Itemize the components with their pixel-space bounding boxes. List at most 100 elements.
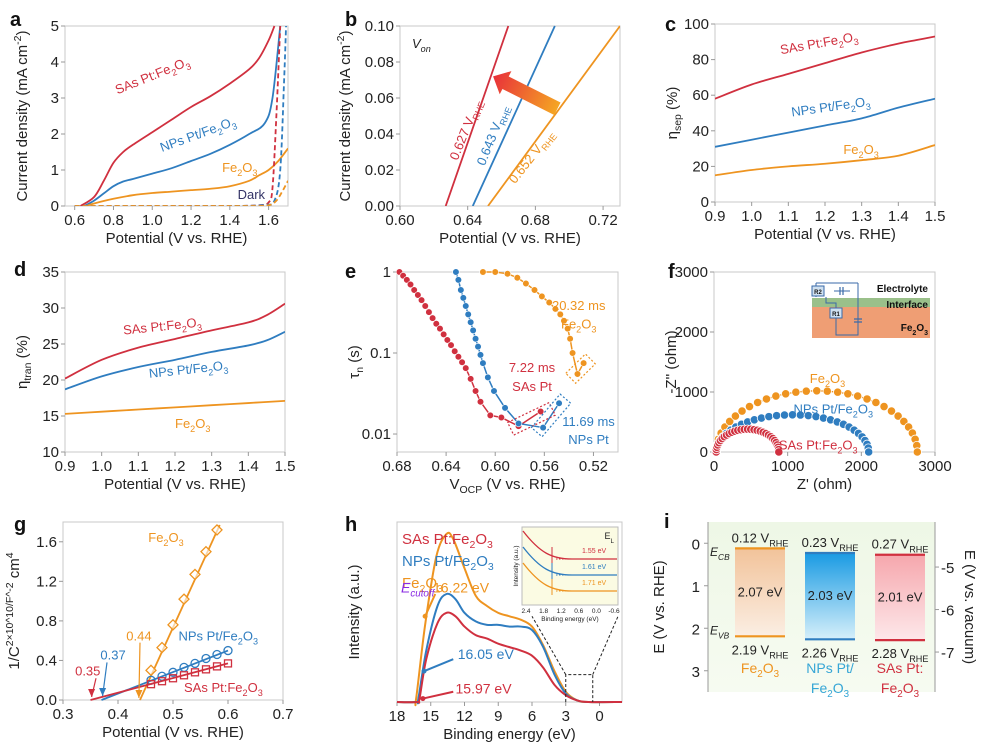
cb-value: 0.23 VRHE — [802, 535, 859, 553]
inset-x-tick: -0.6 — [608, 608, 620, 615]
y-tick-label: 0.4 — [36, 652, 57, 669]
x-tick-label: 0.8 — [103, 212, 124, 229]
x-tick-label: 0.5 — [163, 706, 184, 723]
y-tick-label: 1 — [51, 162, 59, 179]
x-tick-label: 0.6 — [218, 706, 239, 723]
text-span: 2 — [238, 637, 243, 647]
data-point — [497, 413, 505, 422]
data-point — [432, 320, 440, 328]
text-span: n — [354, 367, 366, 373]
y-tick-label: 20 — [42, 372, 59, 389]
x-tick-label: 0.64 — [453, 212, 482, 229]
text-span: 3 — [914, 689, 920, 700]
data-point — [725, 416, 735, 426]
text-span: η — [14, 381, 31, 389]
panel-label-f: f — [668, 261, 675, 283]
series-label: SAs Pt:Fe2O3 — [779, 438, 858, 456]
y-tick-label: 3 — [692, 664, 700, 681]
text-span: 0.44 — [126, 629, 151, 644]
text-span: NPs Pt/Fe — [794, 402, 853, 417]
series-label: Dark — [238, 187, 266, 202]
arrow-head-icon — [99, 688, 107, 697]
text-span: 0.12 V — [732, 530, 770, 545]
y-tick-label: 2000 — [675, 324, 708, 341]
data-point — [539, 424, 547, 432]
text-span: RHE — [839, 543, 858, 553]
vb-value: 2.26 VRHE — [802, 645, 859, 663]
text-span: O — [858, 402, 868, 417]
text-span: RHE — [540, 131, 560, 152]
inset-title: EL — [604, 531, 614, 545]
text-span: SAs Pt: — [877, 660, 924, 676]
y-axis-right-label: E (V vs. vacuum) — [961, 550, 978, 664]
evb-label: EVB — [710, 624, 730, 641]
series-line-fe2o3 — [65, 399, 285, 415]
inset-x-label: Binding energy (eV) — [541, 616, 598, 623]
data-point — [556, 310, 564, 318]
y-tick-label: 0 — [701, 194, 709, 211]
data-point — [791, 387, 801, 397]
data-point — [514, 419, 523, 428]
series-label: SAs Pt:Fe2O3 — [184, 680, 263, 698]
series-line-sas-pt-fe2o3 — [80, 25, 276, 206]
text-span: Fe — [561, 317, 576, 332]
y-axis-label: 1/C2×10^10/F^-2 cm4 — [4, 552, 23, 669]
x-tick-label: 15 — [422, 708, 439, 725]
x-tick-label: 0.68 — [521, 212, 550, 229]
inset-y-label: Intensity (a.u.) — [513, 545, 520, 586]
y-tick-label: 1 — [383, 264, 391, 281]
y-tick-label: 1 — [692, 579, 700, 596]
data-point — [440, 330, 448, 338]
data-point — [447, 341, 455, 349]
r1-resistor — [829, 307, 843, 319]
data-point — [484, 373, 492, 382]
text-span: Fe — [148, 530, 163, 545]
data-point — [568, 349, 577, 357]
data-point — [912, 447, 922, 457]
data-point-diamond — [145, 664, 157, 677]
panel-label-a: a — [10, 9, 22, 31]
series-line-sas-pt-fe2o3 — [444, 25, 510, 206]
fit-line — [90, 662, 229, 701]
data-point — [471, 387, 480, 395]
text-span: NPs Pt/Fe — [402, 553, 470, 570]
data-point — [879, 401, 889, 412]
data-point — [464, 310, 472, 318]
x-axis-label: Binding energy (eV) — [443, 726, 576, 743]
text-span: E — [710, 545, 719, 559]
data-point — [476, 398, 485, 406]
cb-value: 0.12 VRHE — [732, 530, 789, 548]
data-point — [436, 325, 444, 333]
x-axis-label: Potential (V vs. RHE) — [439, 230, 581, 247]
cutoff-arrow — [423, 658, 454, 673]
x-tick-label: 1.0 — [741, 208, 762, 225]
x-tick-label: 1.2 — [165, 458, 186, 475]
data-point — [573, 370, 582, 378]
text-span: O — [218, 115, 233, 133]
text-span: 7.22 ms — [509, 360, 556, 375]
text-span: cutoff — [410, 588, 435, 599]
data-point-square — [212, 662, 222, 671]
text-span: O — [212, 358, 224, 374]
text-span: 3 — [488, 561, 494, 573]
data-point-square — [157, 677, 167, 686]
text-span: E (V vs. RHE) — [651, 560, 668, 653]
y-tick-label: 1.2 — [36, 573, 57, 590]
x-tick-label: 0.52 — [579, 458, 608, 475]
text-span: Fe — [402, 575, 420, 592]
data-point — [443, 336, 451, 344]
series-label: SAs Pt:Fe2O3 — [113, 54, 193, 100]
text-span: 3 — [844, 689, 850, 700]
text-span: 2 — [757, 669, 762, 680]
lifetime-label: 7.22 ms — [509, 360, 556, 375]
series-line-nps-pt-fe2o3 — [396, 592, 623, 705]
y-axis-label: τn (s) — [346, 345, 366, 378]
data-point — [560, 317, 568, 325]
text-span: O — [475, 531, 487, 548]
text-span: E (V vs. vacuum) — [961, 550, 978, 664]
data-point-diamond — [178, 593, 190, 606]
text-span: 16.22 eV — [433, 579, 490, 595]
plot-frame-a — [64, 25, 289, 207]
x-tick-label: 0.64 — [432, 458, 461, 475]
text-span: 3 — [853, 37, 860, 48]
